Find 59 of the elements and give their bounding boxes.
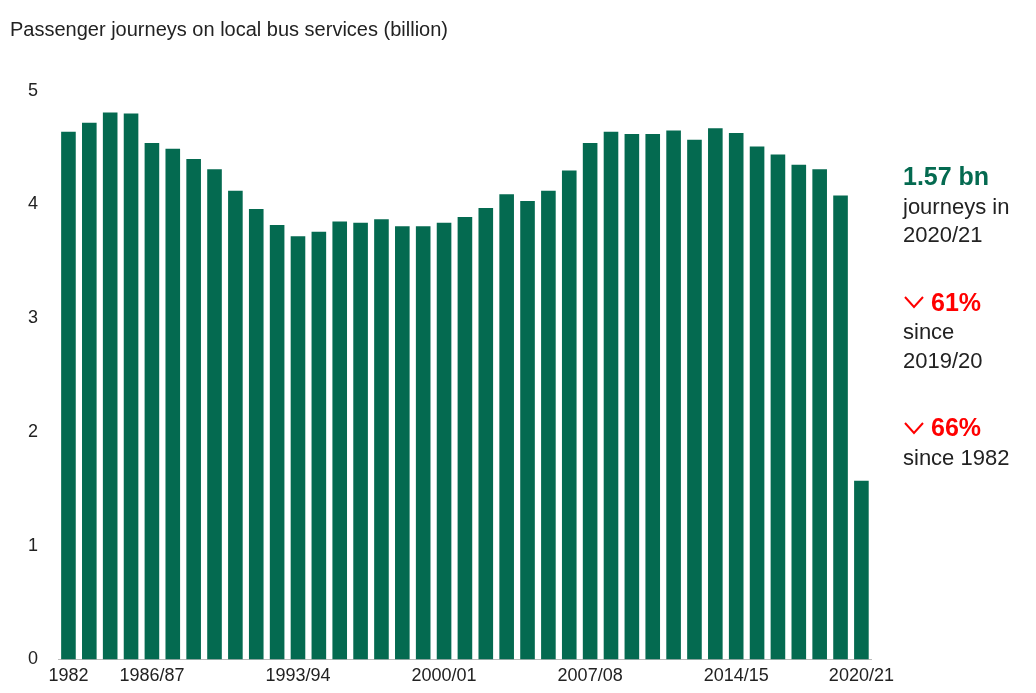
y-tick-label: 2 [28, 420, 39, 441]
y-tick-label: 1 [28, 534, 39, 555]
bar [123, 113, 139, 660]
text: since 1982 [903, 443, 1011, 472]
bar [582, 143, 598, 660]
bar [332, 221, 348, 660]
bar [520, 201, 535, 660]
bar [749, 146, 765, 660]
bar [228, 190, 243, 660]
text: journeys in 2020/21 [903, 192, 1011, 250]
bar [687, 139, 702, 660]
x-tick-label: 2000/01 [411, 665, 477, 686]
bar [165, 148, 181, 660]
bar [248, 209, 264, 660]
x-tick-label: 2007/08 [557, 665, 623, 686]
bar [624, 134, 640, 660]
y-tick-label: 3 [28, 307, 39, 328]
bar [290, 236, 306, 660]
x-tick-label: 1993/94 [265, 665, 331, 686]
bar [770, 154, 786, 660]
bar [708, 128, 723, 660]
bar [499, 194, 514, 660]
bar [833, 195, 848, 660]
bar [102, 112, 118, 660]
bar [791, 164, 807, 660]
bar [144, 143, 160, 660]
bar [541, 190, 556, 660]
bar [82, 122, 97, 660]
bar [374, 219, 389, 660]
text: 61% [931, 286, 982, 318]
x-tick-label: 2014/15 [703, 665, 769, 686]
bar [207, 169, 222, 660]
bar [561, 170, 577, 660]
bar [415, 226, 431, 660]
bar [603, 131, 619, 660]
y-tick-label: 4 [28, 193, 39, 214]
bar [353, 222, 368, 660]
bar [269, 224, 285, 660]
chart-title: Passenger journeys on local bus services (billion) [10, 18, 448, 41]
y-tick-label: 0 [28, 648, 39, 669]
y-tick-label: 5 [28, 79, 39, 100]
bar [666, 130, 681, 660]
bar [186, 159, 201, 660]
bar [436, 222, 452, 660]
bar [854, 480, 869, 660]
bar [311, 231, 327, 660]
bar [645, 134, 661, 660]
bar [478, 207, 494, 660]
bar [728, 132, 744, 660]
bar [457, 217, 473, 660]
bar [61, 131, 76, 660]
x-tick-label: 1982 [48, 665, 89, 686]
bar [395, 226, 410, 660]
text: 66% [931, 412, 982, 444]
text: 1.57 bn [903, 162, 990, 190]
x-tick-label: 2020/21 [828, 665, 894, 686]
bar [812, 169, 827, 660]
x-tick-label: 1986/87 [119, 665, 185, 686]
text: since 2019/20 [903, 318, 984, 375]
